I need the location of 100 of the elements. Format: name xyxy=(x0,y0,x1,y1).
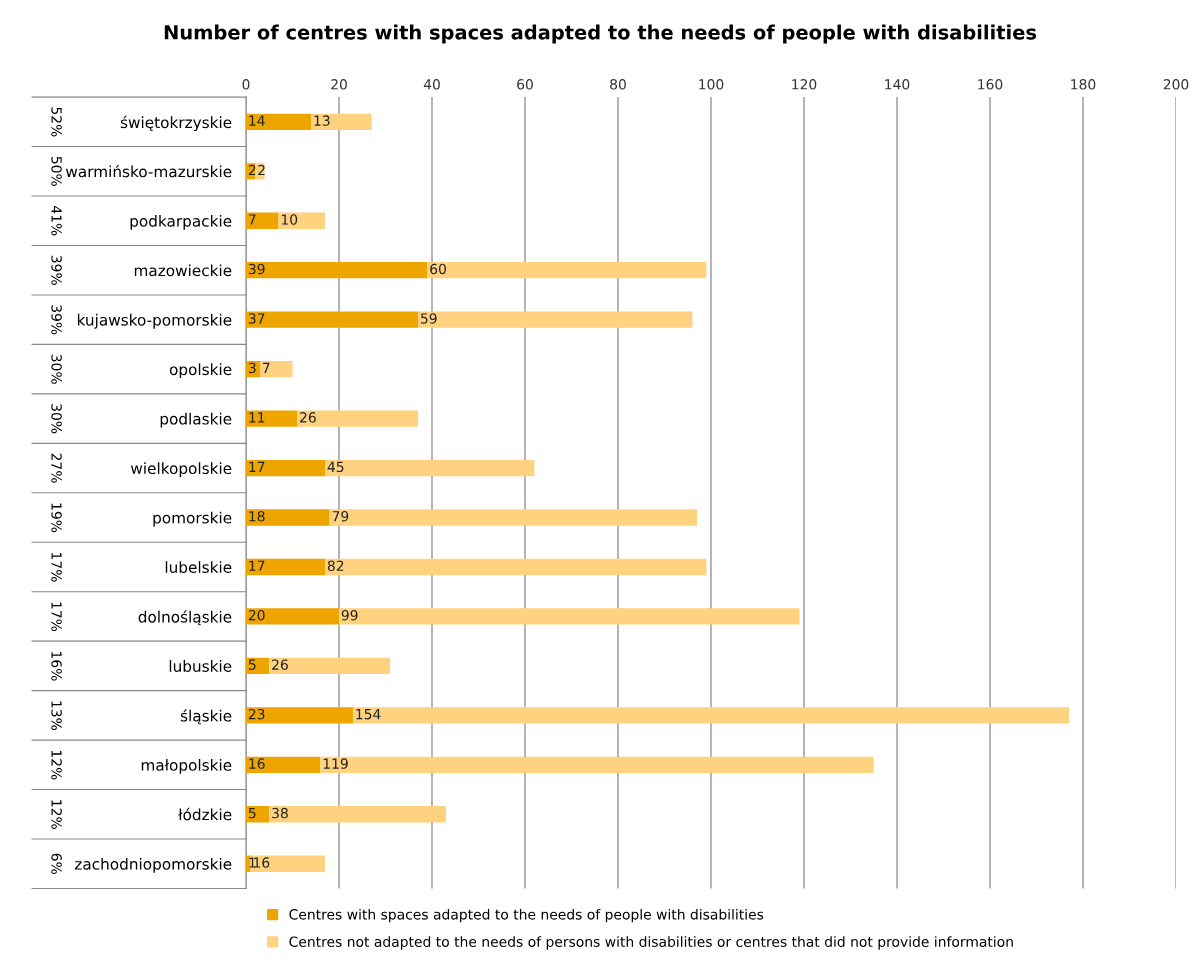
x-tick-label: 140 xyxy=(885,79,910,90)
data-label: 79 xyxy=(332,511,349,522)
bar xyxy=(246,212,279,229)
bar xyxy=(246,707,353,724)
y2-tick-label: 27% xyxy=(51,453,62,483)
y2-tick-label: 19% xyxy=(51,503,62,533)
y2-tick-label: 13% xyxy=(51,701,62,731)
data-label: 99 xyxy=(341,609,358,621)
x-tick-label: 80 xyxy=(610,79,626,90)
bar xyxy=(320,756,874,773)
data-label: 20 xyxy=(248,609,265,621)
x-tick-label: 60 xyxy=(517,79,533,90)
y-tick-label: podkarpackie xyxy=(130,214,232,230)
data-label: 39 xyxy=(248,263,265,275)
data-label: 60 xyxy=(430,263,446,275)
data-label: 26 xyxy=(272,659,288,670)
y-tick-label: wielkopolskie xyxy=(130,462,232,478)
bar xyxy=(246,608,339,625)
y2-tick-label: 52% xyxy=(51,107,62,137)
data-label: 45 xyxy=(327,461,344,473)
x-tick-label: 180 xyxy=(1071,79,1096,90)
data-label: 7 xyxy=(249,214,256,225)
bar xyxy=(329,509,698,526)
bar xyxy=(269,657,391,675)
data-label: 38 xyxy=(272,807,288,819)
bar xyxy=(246,113,312,130)
y2-tick-label: 17% xyxy=(51,602,62,632)
data-label: 13 xyxy=(314,115,330,126)
y-tick-label: mazowieckie xyxy=(134,264,232,277)
x-tick-label: 160 xyxy=(978,79,1003,90)
data-label: 17 xyxy=(249,461,265,472)
y-tick-label: łódzkie xyxy=(178,807,232,821)
bar xyxy=(246,855,251,872)
bar xyxy=(418,311,693,328)
y-tick-label: małopolskie xyxy=(141,759,232,774)
data-label: 7 xyxy=(262,362,270,373)
x-tick-label: 20 xyxy=(331,79,347,90)
x-tick-label: 120 xyxy=(792,79,817,90)
y2-tick-label: 17% xyxy=(51,553,62,582)
data-label: 16 xyxy=(254,857,270,868)
data-label: 5 xyxy=(248,807,256,819)
bar xyxy=(352,707,1070,724)
y-tick-label: dolnośląskie xyxy=(138,610,232,626)
data-label: 23 xyxy=(248,708,265,720)
x-tick-label: 40 xyxy=(423,79,440,90)
data-label: 5 xyxy=(248,659,256,670)
data-label: 154 xyxy=(356,709,381,720)
y-tick-label: podlaskie xyxy=(160,412,232,428)
bar xyxy=(325,558,707,576)
y-tick-label: śląskie xyxy=(180,709,232,725)
y2-tick-label: 30% xyxy=(51,404,62,434)
bar xyxy=(269,806,446,823)
bar xyxy=(246,459,326,477)
bar xyxy=(246,756,321,773)
bar xyxy=(311,113,372,130)
y-tick-label: zachodniopomorskie xyxy=(74,857,232,873)
y2-tick-label: 16% xyxy=(51,651,62,681)
bar xyxy=(255,163,265,180)
y-tick-label: warmińsko-mazurskie xyxy=(66,164,232,178)
x-tick-label: 0 xyxy=(242,79,250,90)
bar xyxy=(246,558,326,576)
bar xyxy=(427,262,707,279)
legend-label: Centres not adapted to the needs of persons with disabilities or centres that did not provide information xyxy=(289,936,1013,950)
data-label: 10 xyxy=(281,214,298,225)
bar xyxy=(259,360,293,378)
y2-tick-label: 39% xyxy=(51,305,62,335)
data-label: 26 xyxy=(300,412,316,423)
bar xyxy=(250,855,326,872)
bar xyxy=(246,509,330,526)
bar xyxy=(339,608,800,625)
bar xyxy=(325,459,535,477)
y2-tick-label: 30% xyxy=(51,354,62,384)
chart-title: Number of centres with spaces adapted to the needs of people with disabilities xyxy=(164,24,1037,44)
bar xyxy=(246,262,428,279)
y-tick-label: lubuskie xyxy=(169,660,232,672)
y2-tick-label: 41% xyxy=(51,205,62,236)
data-label: 2 xyxy=(258,164,265,176)
bar xyxy=(246,410,298,427)
data-label: 37 xyxy=(248,313,265,324)
data-label: 17 xyxy=(249,560,265,571)
data-label: 14 xyxy=(249,115,265,126)
data-label: 119 xyxy=(323,758,348,769)
y2-tick-label: 12% xyxy=(51,800,62,829)
y-tick-label: świętokrzyskie xyxy=(120,115,232,132)
y-tick-label: lubelskie xyxy=(165,561,232,573)
bar xyxy=(246,311,419,328)
data-label: 18 xyxy=(249,511,265,522)
y2-tick-label: 12% xyxy=(51,750,62,780)
y2-tick-label: 39% xyxy=(51,255,62,285)
y2-tick-label: 50% xyxy=(51,156,62,186)
x-tick-label: 200 xyxy=(1163,79,1189,90)
data-label: 11 xyxy=(249,412,265,423)
data-label: 59 xyxy=(420,313,437,324)
legend-label: Centres with spaces adapted to the needs of people with disabilities xyxy=(289,908,764,923)
data-label: 16 xyxy=(249,758,265,769)
data-label: 82 xyxy=(327,560,344,571)
y-tick-label: opolskie xyxy=(169,363,232,379)
y2-tick-label: 6% xyxy=(51,853,62,874)
data-label: 3 xyxy=(248,362,256,374)
x-tick-label: 100 xyxy=(699,79,724,90)
